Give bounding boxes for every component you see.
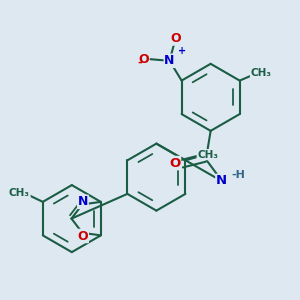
- Text: N: N: [216, 175, 227, 188]
- Text: -: -: [138, 58, 142, 68]
- Text: N: N: [78, 195, 88, 208]
- Text: O: O: [169, 157, 181, 169]
- Text: O: O: [138, 53, 148, 66]
- Text: N: N: [164, 54, 175, 67]
- Text: CH₃: CH₃: [9, 188, 30, 198]
- Text: CH₃: CH₃: [250, 68, 272, 78]
- Text: +: +: [178, 46, 187, 56]
- Text: -H: -H: [232, 170, 246, 180]
- Text: O: O: [171, 32, 181, 45]
- Text: CH₃: CH₃: [197, 150, 218, 160]
- Text: O: O: [78, 230, 88, 242]
